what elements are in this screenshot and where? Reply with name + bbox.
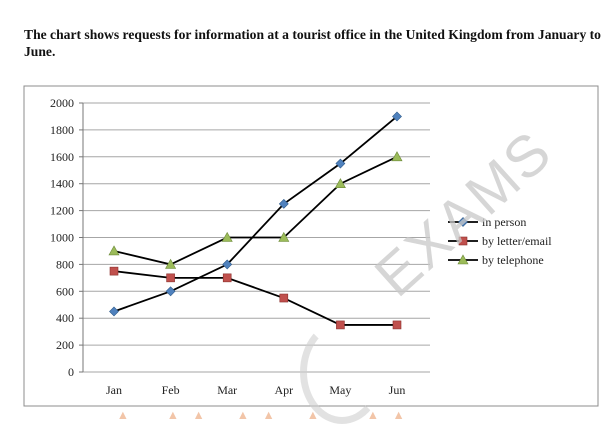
x-tick-label: Jun: [389, 383, 406, 397]
legend-marker: [458, 236, 468, 246]
data-point: [391, 151, 403, 162]
legend-label: by letter/email: [482, 234, 552, 248]
data-point: [222, 273, 232, 283]
series-line: [113, 270, 397, 326]
y-tick-label: 2000: [50, 96, 74, 110]
data-point: [334, 178, 346, 188]
legend-marker: [457, 254, 469, 265]
series-by-letter-email: [109, 266, 402, 330]
data-point: [336, 320, 345, 330]
series-line: [113, 155, 398, 266]
x-tick-label: Jan: [106, 383, 122, 397]
data-point: [335, 158, 346, 169]
y-tick-labels: 0 200 400 600 800 1000 1200 1400 1600 1800 2000: [50, 96, 74, 379]
series-by-telephone: [108, 151, 403, 269]
x-tick-label: Apr: [274, 383, 293, 397]
y-tick-label: 1000: [50, 231, 74, 245]
x-tick-label: May: [329, 383, 351, 397]
legend-item: by letter/email: [448, 234, 552, 248]
data-point: [278, 231, 290, 242]
y-tick-label: 200: [56, 338, 74, 352]
gridlines: [83, 102, 430, 373]
y-tick-label: 0: [68, 365, 74, 379]
data-point: [279, 293, 289, 303]
data-point: [109, 266, 119, 276]
legend-marker: [458, 217, 468, 227]
data-point: [222, 259, 233, 270]
data-point: [278, 198, 289, 209]
axes: [79, 102, 84, 373]
y-tick-label: 400: [56, 311, 74, 325]
legend: in person by letter/email by telephone: [448, 215, 552, 267]
legend-label: in person: [482, 215, 526, 229]
y-tick-label: 1600: [50, 150, 74, 164]
data-point: [221, 231, 233, 242]
series-in-person: [109, 111, 402, 317]
x-tick-labels: Jan Feb Mar Apr May Jun: [106, 383, 405, 397]
data-point: [165, 286, 176, 297]
chart-caption: The chart shows requests for information…: [24, 27, 601, 59]
legend-item: by telephone: [448, 253, 544, 267]
data-point: [392, 320, 402, 330]
legend-label: by telephone: [482, 253, 544, 267]
legend-item: in person: [448, 215, 526, 229]
y-tick-label: 800: [56, 257, 74, 271]
series-line: [113, 115, 398, 313]
y-tick-label: 1400: [50, 177, 74, 191]
chart-frame: [23, 85, 599, 407]
x-tick-label: Feb: [162, 383, 180, 397]
x-tick-label: Mar: [217, 383, 237, 397]
series-lines: [108, 111, 403, 330]
data-point: [166, 273, 175, 283]
data-point: [108, 245, 120, 256]
data-point: [392, 111, 402, 122]
y-tick-label: 1200: [50, 204, 74, 218]
y-tick-label: 1800: [50, 123, 74, 137]
data-point: [165, 258, 177, 269]
data-point: [109, 306, 119, 317]
y-tick-label: 600: [56, 284, 74, 298]
